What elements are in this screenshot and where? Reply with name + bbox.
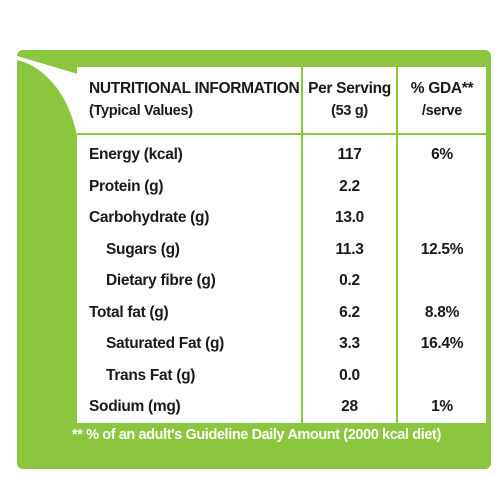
nutrient-gda (396, 170, 486, 203)
table-row: Carbohydrate (g) 13.0 (77, 202, 486, 234)
header-nutrient-column: NUTRITIONAL INFORMATION (Typical Values) (77, 67, 302, 135)
nutrient-value: 117 (301, 134, 397, 171)
gda-label: % GDA** (410, 80, 474, 97)
nutrient-value: 0.0 (301, 359, 397, 392)
nutrient-label: Protein (g) (89, 177, 164, 195)
nutrient-label: Energy (kcal) (89, 145, 183, 163)
table-title: NUTRITIONAL INFORMATION (89, 80, 300, 97)
nutrient-label: Saturated Fat (g) (106, 335, 225, 353)
nutrient-gda: 6% (396, 134, 486, 171)
nutrient-value: 28 (301, 391, 397, 423)
nutrient-value: 2.2 (301, 170, 397, 203)
table-row: Sugars (g) 11.3 12.5% (77, 233, 486, 266)
nutrient-label: Sugars (g) (106, 240, 180, 258)
nutrient-label: Total fat (g) (89, 303, 169, 321)
nutrient-label: Trans Fat (g) (106, 366, 196, 384)
nutrient-value: 13.0 (301, 202, 397, 234)
table-row: Trans Fat (g) 0.0 (77, 359, 486, 392)
nutrient-gda: 16.4% (396, 328, 486, 360)
table-row: Energy (kcal) 117 6% (77, 134, 486, 171)
nutrient-value: 11.3 (301, 233, 397, 266)
table-row: Saturated Fat (g) 3.3 16.4% (77, 328, 486, 360)
gda-per-serve-label: /serve (421, 103, 463, 119)
header-per-serving-column: Per Serving (53 g) (301, 67, 397, 135)
table-row: Total fat (g) 6.2 8.8% (77, 296, 486, 329)
nutrient-gda (396, 265, 486, 297)
gda-footnote: ** % of an adult's Guideline Daily Amoun… (72, 427, 441, 443)
nutrient-gda: 8.8% (396, 296, 486, 329)
nutrient-gda (396, 202, 486, 234)
nutrient-gda (396, 359, 486, 392)
nutrient-value: 3.3 (301, 328, 397, 360)
nutrition-table: NUTRITIONAL INFORMATION (Typical Values)… (77, 67, 486, 423)
nutrient-value: 6.2 (301, 296, 397, 329)
table-row: Dietary fibre (g) 0.2 (77, 265, 486, 297)
table-row: Sodium (mg) 28 1% (77, 391, 486, 423)
header-gda-column: % GDA** /serve (396, 67, 486, 135)
serving-size-label: (53 g) (331, 103, 368, 119)
nutrient-gda: 1% (396, 391, 486, 423)
nutrient-gda: 12.5% (396, 233, 486, 266)
per-serving-label: Per Serving (308, 80, 391, 97)
table-row: Protein (g) 2.2 (77, 170, 486, 203)
nutrient-value: 0.2 (301, 265, 397, 297)
table-subtitle: (Typical Values) (89, 103, 193, 119)
nutrient-label: Dietary fibre (g) (106, 272, 216, 290)
nutrient-label: Sodium (mg) (89, 398, 181, 416)
table-header-row: NUTRITIONAL INFORMATION (Typical Values)… (77, 67, 486, 135)
nutrient-label: Carbohydrate (g) (89, 209, 210, 227)
